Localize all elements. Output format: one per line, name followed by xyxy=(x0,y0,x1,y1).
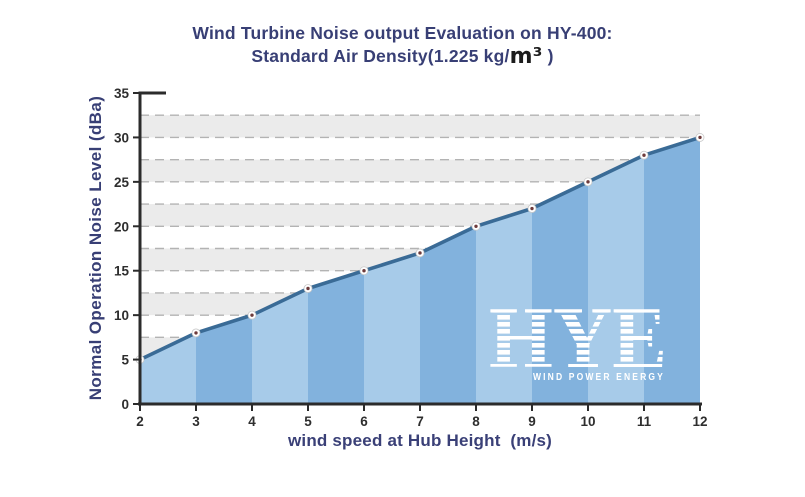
chart-title-line2-suffix: ) xyxy=(542,46,554,66)
x-tick-label: 8 xyxy=(472,414,480,429)
y-tick-label: 20 xyxy=(114,219,129,234)
x-axis-label: wind speed at Hub Height (m/s) xyxy=(287,431,553,450)
x-tick-label: 5 xyxy=(304,414,312,429)
bg-stripe xyxy=(140,115,700,138)
y-tick-label: 30 xyxy=(114,130,129,145)
area-band-dark xyxy=(644,137,700,404)
y-tick-label: 35 xyxy=(114,86,130,101)
x-tick-label: 2 xyxy=(136,414,144,429)
data-point-dot xyxy=(530,206,534,211)
data-point-dot xyxy=(586,180,590,184)
cubic-meter-unit: m³ xyxy=(509,44,543,69)
x-tick-label: 6 xyxy=(360,414,368,429)
chart-title-line2-prefix: Standard Air Density(1.225 kg/ xyxy=(251,46,510,66)
chart-title-line1: Wind Turbine Noise output Evaluation on … xyxy=(192,23,613,43)
x-tick-label: 11 xyxy=(637,414,652,429)
x-tick-label: 9 xyxy=(528,414,536,429)
y-tick-label: 10 xyxy=(114,308,129,323)
x-tick-label: 7 xyxy=(416,414,424,429)
y-tick-label: 5 xyxy=(121,353,129,368)
data-point-dot xyxy=(194,331,198,335)
y-tick-label: 0 xyxy=(121,397,129,412)
x-tick-label: 4 xyxy=(248,414,256,429)
y-tick-label: 15 xyxy=(114,264,130,279)
watermark-hye-text: HYE xyxy=(489,290,667,387)
chart-title-line2: Standard Air Density(1.225 kg/m³ ) xyxy=(0,45,805,68)
watermark-tagline: WIND POWER ENERGY xyxy=(533,372,665,383)
y-tick-label: 25 xyxy=(114,175,130,190)
data-point-dot xyxy=(362,269,366,273)
data-point-dot xyxy=(250,313,254,317)
chart-title: Wind Turbine Noise output Evaluation on … xyxy=(0,22,805,68)
x-tick-label: 12 xyxy=(692,414,707,429)
data-point-dot xyxy=(642,153,646,157)
data-point-dot xyxy=(698,135,702,140)
x-tick-label: 3 xyxy=(192,414,200,429)
bg-stripe xyxy=(140,159,700,182)
data-point-dot xyxy=(418,251,422,255)
x-tick-label: 10 xyxy=(580,414,595,429)
data-point-dot xyxy=(474,224,478,228)
data-point-dot xyxy=(306,286,310,291)
